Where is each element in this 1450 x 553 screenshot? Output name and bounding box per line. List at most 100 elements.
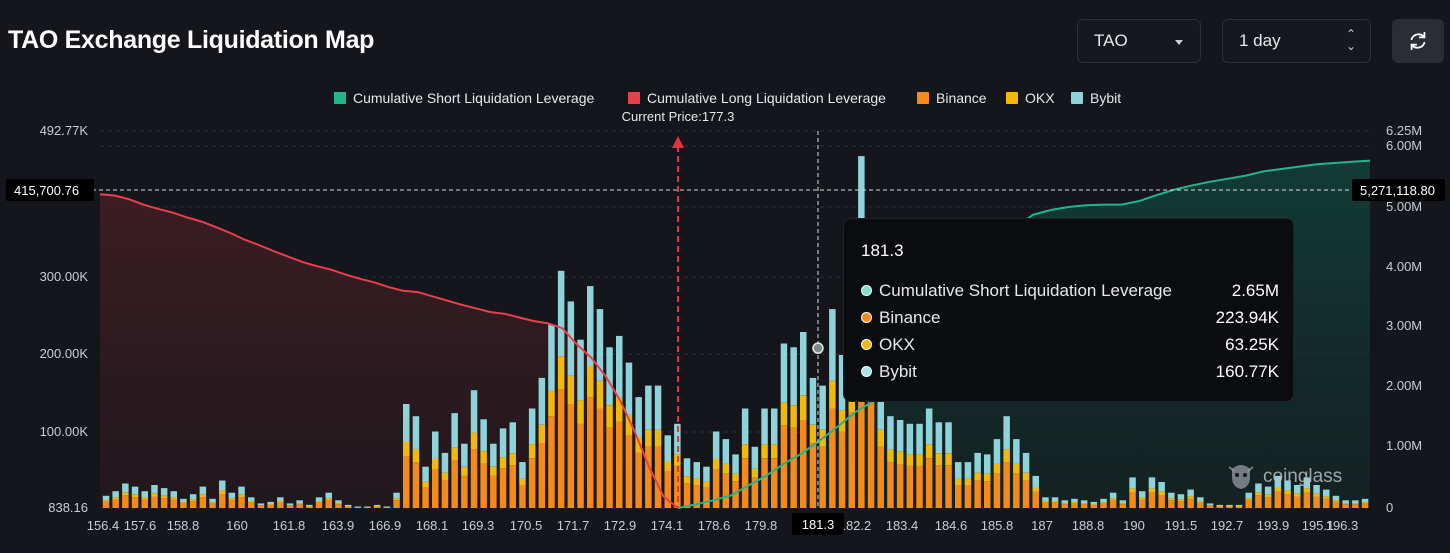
bar-binance (1042, 502, 1049, 508)
bar-binance (257, 505, 265, 508)
bar-okx (1003, 449, 1010, 463)
bar-bybit (1235, 504, 1243, 506)
bar-bybit (712, 431, 720, 459)
y-right-tick-label: 3.00M (1386, 318, 1422, 333)
bar-binance (1245, 500, 1252, 508)
bar-okx (228, 498, 236, 501)
bar-bybit (141, 491, 148, 498)
bar-binance (441, 480, 449, 508)
bar-binance (1119, 504, 1127, 508)
y-left-tick-label: 100.00K (40, 424, 89, 439)
bar-okx (761, 444, 768, 459)
bar-binance (1313, 496, 1320, 508)
y-left-tick-label: 200.00K (40, 346, 89, 361)
bar-binance (528, 458, 536, 508)
refresh-button[interactable] (1392, 19, 1444, 63)
bar-bybit (955, 462, 962, 479)
bar-binance (315, 502, 323, 508)
bar-bybit (683, 458, 691, 477)
bar-bybit (1332, 495, 1340, 501)
bar-bybit (896, 420, 904, 452)
bar-binance (703, 487, 710, 508)
tooltip-value: 223.94K (1215, 308, 1279, 327)
bar-okx (219, 490, 226, 495)
bar-okx (1051, 501, 1059, 503)
coinglass-watermark: coinglass (1226, 459, 1356, 495)
x-tick-label: 187 (1031, 518, 1053, 533)
bar-binance (470, 449, 478, 508)
up-down-icon: ⌃ ⌄ (1345, 27, 1356, 53)
bar-binance (422, 487, 429, 508)
bar-binance (635, 452, 642, 508)
period-select[interactable]: 1 day ⌃ ⌄ (1222, 19, 1371, 63)
bar-bybit (877, 385, 884, 430)
bar-okx (877, 429, 884, 447)
bar-binance (170, 499, 177, 508)
x-tick-label: 156.4 (87, 518, 120, 533)
bar-binance (557, 389, 565, 508)
bar-bybit (344, 504, 352, 506)
bar-binance (393, 500, 400, 508)
bar-binance (354, 507, 361, 508)
bar-okx (800, 395, 807, 420)
bar-binance (180, 503, 187, 508)
bar-bybit (199, 486, 207, 495)
bar-okx (1071, 502, 1078, 504)
bar-bybit (160, 488, 168, 496)
bar-binance (664, 471, 671, 508)
bar-bybit (761, 408, 768, 445)
bar-okx (189, 499, 197, 502)
bar-bybit (635, 397, 642, 437)
bar-bybit (1274, 475, 1282, 488)
legend-swatch (1071, 92, 1083, 104)
bar-okx (1119, 503, 1127, 505)
bar-okx (277, 501, 284, 503)
bar-okx (906, 454, 914, 466)
bar-bybit (1284, 480, 1291, 491)
bar-bybit (180, 498, 187, 503)
bar-binance (829, 408, 836, 508)
bar-binance (1226, 506, 1233, 508)
bar-binance (286, 505, 294, 508)
bar-binance (751, 477, 759, 508)
bar-okx (238, 494, 245, 498)
bar-binance (587, 397, 594, 508)
tooltip-row-short: Cumulative Short Liquidation Leverage 2.… (861, 280, 1279, 302)
bar-okx (1313, 493, 1320, 497)
bar-okx (509, 453, 516, 466)
bar-bybit (277, 497, 284, 502)
bar-binance (432, 469, 439, 508)
bar-bybit (809, 377, 817, 425)
bar-okx (199, 494, 207, 498)
bar-bybit (480, 419, 487, 452)
crosshair-x-badge-bg (792, 513, 844, 535)
bar-binance (364, 507, 371, 508)
bar-binance (228, 500, 236, 508)
coin-select[interactable]: TAO (1077, 19, 1201, 63)
bar-bybit (315, 497, 323, 502)
bar-bybit (1129, 477, 1136, 489)
crosshair-right-badge-bg (1352, 178, 1445, 201)
tooltip-row-binance: Binance 223.94K (861, 307, 1279, 329)
bar-binance (383, 507, 391, 508)
bar-okx (267, 504, 274, 505)
page-title: TAO Exchange Liquidation Map (8, 26, 375, 54)
tooltip-value: 160.77K (1215, 362, 1279, 381)
bar-okx (180, 502, 187, 504)
bar-okx (257, 505, 265, 506)
bar-bybit (703, 466, 710, 482)
bar-binance (925, 458, 933, 508)
crosshair-x-badge: 181.3 (802, 517, 835, 532)
bar-binance (1051, 502, 1059, 508)
bar-binance (1255, 495, 1262, 508)
bar-bybit (1061, 500, 1068, 504)
bar-bybit (1119, 500, 1127, 504)
bar-bybit (403, 404, 410, 442)
bar-binance (993, 473, 1001, 508)
bar-okx (1332, 500, 1340, 502)
x-tick-label: 161.8 (273, 518, 306, 533)
bar-bybit (1003, 416, 1010, 450)
bar-binance (906, 465, 914, 508)
bar-okx (1303, 488, 1311, 493)
x-tick-label: 160 (226, 518, 248, 533)
